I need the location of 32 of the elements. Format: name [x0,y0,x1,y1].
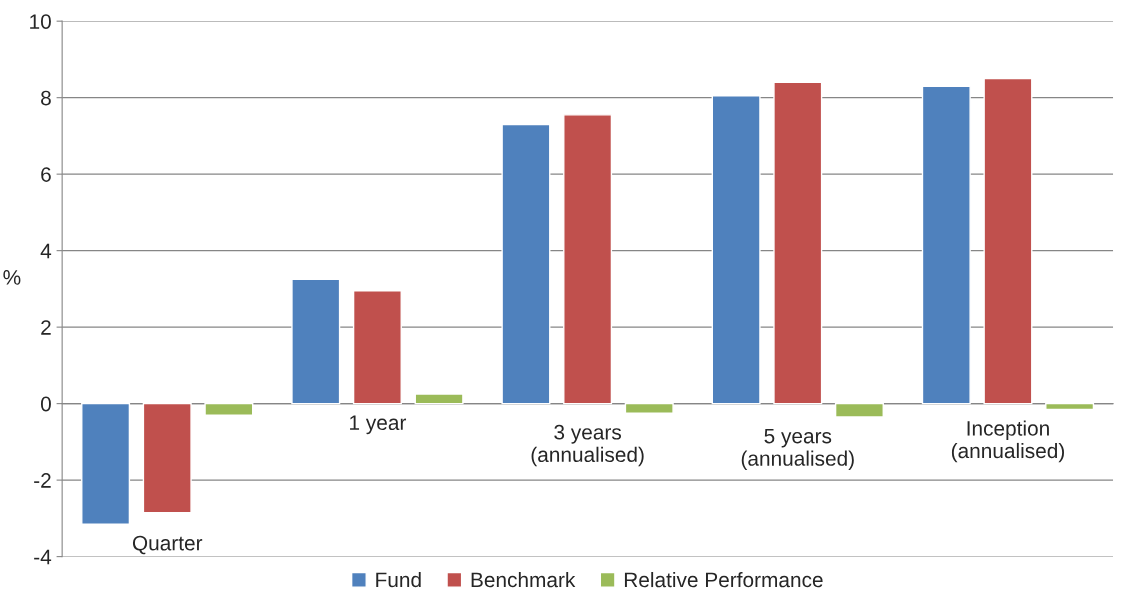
bar [81,402,131,525]
bar [414,393,464,405]
bar [142,402,192,514]
y-tick-label: 6 [41,167,51,182]
x-tick-label: Quarter [132,535,203,555]
y-tick-label: -4 [34,549,52,565]
bar [204,402,254,416]
bar [563,114,613,405]
x-tick-label: 5 years (annualised) [741,428,854,470]
y-tick-label: 8 [41,90,51,106]
y-tick-label: -2 [34,473,51,488]
bar [352,290,402,405]
bar [773,81,823,405]
legend-label: Benchmark [471,571,576,588]
legend-label: Relative Performance [624,571,823,588]
legend-label: Fund [376,571,421,588]
bar [834,402,884,418]
bar [983,77,1033,405]
x-tick-label: 3 years (annualised) [531,424,644,467]
x-tick-label: 1 year [350,415,407,435]
y-tick-label: 0 [40,396,51,412]
x-tick-label: Inception (annualised) [951,420,1064,463]
bar [291,278,341,405]
y-tick-label: 2 [41,320,51,335]
y-axis-title: % [3,270,21,285]
y-tick-label: 4 [40,243,52,259]
bar [501,123,551,405]
y-tick-label: 10 [30,14,51,29]
bar [1045,402,1095,411]
bar [921,85,971,405]
bar [711,95,761,405]
bar [624,402,674,414]
